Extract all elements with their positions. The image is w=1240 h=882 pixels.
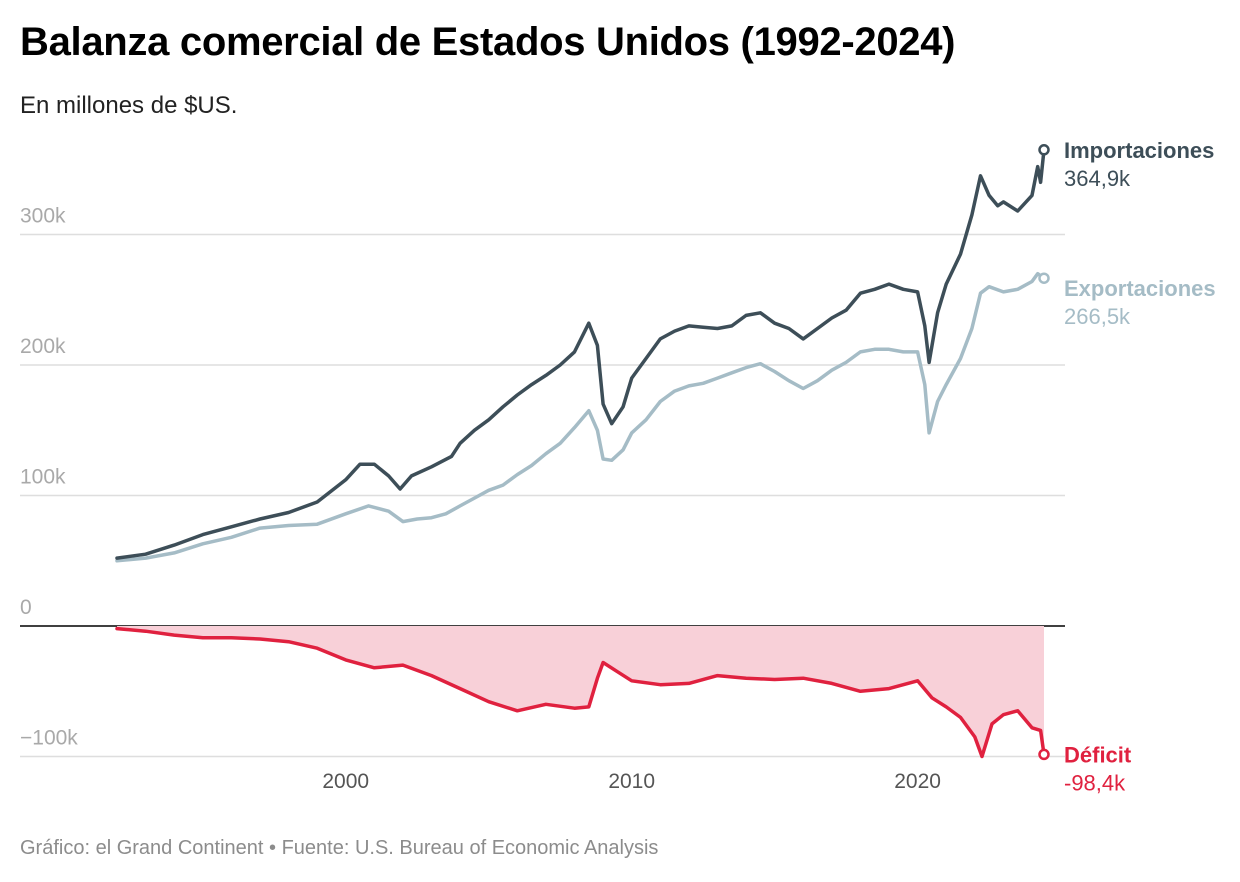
chart-subtitle: En millones de $US. xyxy=(20,92,238,119)
exports-legend-value: 266,5k xyxy=(1064,304,1131,329)
x-tick-label: 2010 xyxy=(608,770,655,793)
deficit-end-marker xyxy=(1038,748,1050,761)
y-tick-label: 200k xyxy=(20,335,66,358)
deficit-area xyxy=(117,626,1044,757)
imports-end-marker xyxy=(1038,144,1050,156)
deficit-area-layer xyxy=(117,626,1044,757)
source-footer: Gráfico: el Grand Continent • Fuente: U.… xyxy=(20,837,659,859)
deficit-line xyxy=(115,626,1046,759)
imports-line xyxy=(115,148,1046,560)
imports-legend-name: Importaciones xyxy=(1064,138,1214,163)
exports-end-marker xyxy=(1038,272,1050,284)
series-end-labels: Exportaciones 266,5k Importaciones 364,9k Dé… xyxy=(1064,138,1216,796)
y-tick-label: −100k xyxy=(20,727,78,750)
deficit-legend-name: Déficit xyxy=(1064,742,1132,767)
x-tick-label: 2000 xyxy=(322,770,369,793)
series-lines xyxy=(115,144,1050,761)
x-tick-label: 2020 xyxy=(894,770,941,793)
y-tick-label: 300k xyxy=(20,205,66,228)
imports-legend-value: 364,9k xyxy=(1064,166,1131,191)
axis-labels: 0 100k 200k 300k −100k 2000 2010 2020 xyxy=(20,205,941,794)
y-tick-label: 100k xyxy=(20,466,66,489)
exports-line xyxy=(115,271,1046,563)
y-tick-label: 0 xyxy=(20,596,32,619)
chart-title: Balanza comercial de Estados Unidos (199… xyxy=(20,20,956,64)
exports-legend-name: Exportaciones xyxy=(1064,276,1216,301)
deficit-legend-value: -98,4k xyxy=(1064,770,1126,795)
